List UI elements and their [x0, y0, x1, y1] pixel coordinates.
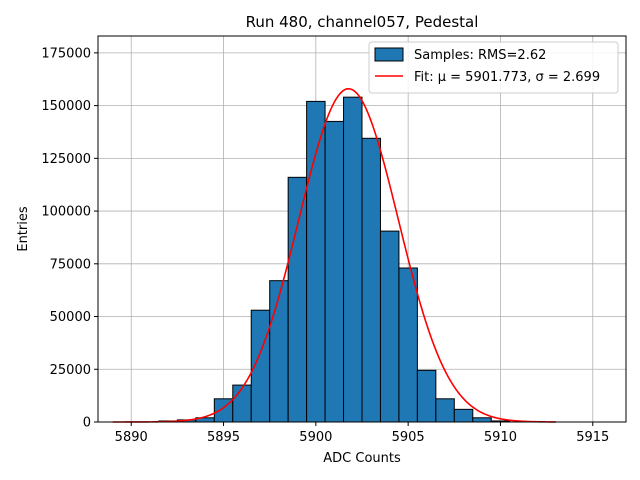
x-tick-label: 5900: [299, 430, 332, 445]
legend-swatch-samples: [374, 47, 404, 62]
histogram-bar: [416, 369, 437, 423]
histogram-bar: [306, 100, 326, 423]
fit-curve: [112, 87, 556, 423]
x-axis-ticks: 5890 5895 5900 5905 5910 5915: [115, 422, 609, 445]
histogram-bar: [435, 398, 455, 423]
y-axis-label: Entries: [16, 206, 31, 252]
legend: Samples: RMS=2.62 Fit: μ = 5901.773, σ =…: [368, 41, 619, 94]
histogram-bar: [361, 137, 381, 423]
plot-frame: [97, 35, 627, 423]
chart-title: Run 480, channel057, Pedestal: [246, 13, 479, 31]
legend-label-samples: Samples: RMS=2.62: [414, 48, 546, 63]
histogram-bar: [453, 408, 474, 423]
legend-box: [368, 41, 619, 94]
legend-label-fit: Fit: μ = 5901.773, σ = 2.699: [414, 70, 600, 85]
histogram-bar: [343, 96, 363, 423]
y-tick-label: 100000: [41, 205, 91, 220]
x-tick-label: 5910: [484, 430, 517, 445]
x-tick-label: 5905: [392, 430, 425, 445]
y-tick-label: 25000: [50, 363, 91, 378]
x-tick-label: 5890: [115, 430, 148, 445]
y-axis-ticks: 0 25000 50000 75000 100000 125000 150000 175000: [41, 46, 98, 431]
histogram-bar: [269, 280, 289, 423]
y-tick-label: 50000: [50, 310, 91, 325]
histogram-bar: [398, 267, 418, 423]
histogram-bar: [472, 417, 492, 423]
y-tick-label: 75000: [50, 257, 91, 272]
y-tick-label: 125000: [41, 152, 91, 167]
x-tick-label: 5915: [576, 430, 609, 445]
x-axis-label: ADC Counts: [323, 451, 401, 466]
y-tick-label: 0: [83, 416, 91, 431]
x-tick-label: 5895: [207, 430, 240, 445]
histogram-bar: [287, 176, 308, 423]
y-tick-label: 175000: [41, 46, 91, 61]
histogram-bars: [158, 96, 511, 423]
histogram-bar: [379, 230, 400, 423]
y-tick-label: 150000: [41, 99, 91, 114]
histogram-bar: [232, 384, 252, 423]
histogram-bar: [324, 120, 345, 423]
